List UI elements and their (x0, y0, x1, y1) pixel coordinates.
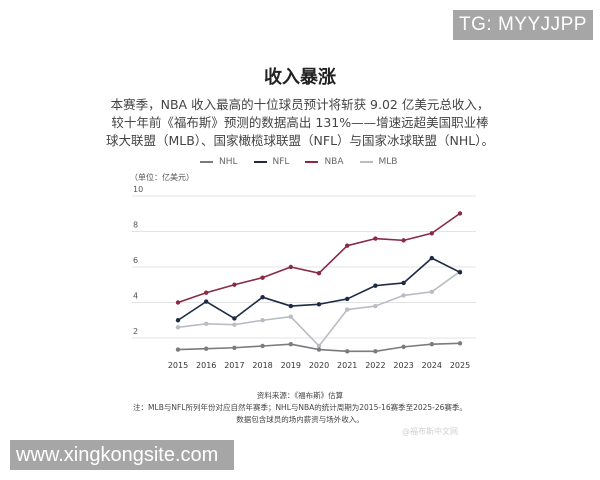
y-tick-label: 2 (133, 327, 138, 336)
data-point-nfl (457, 270, 463, 275)
data-point-nhl (288, 342, 293, 347)
data-point-nfl (316, 302, 322, 307)
series-line-nba (177, 212, 461, 304)
data-point-nfl (288, 303, 293, 309)
data-point-nfl (260, 294, 265, 300)
data-point-nfl (175, 318, 181, 323)
legend-swatch-icon (253, 161, 267, 163)
legend-label: NBA (324, 157, 344, 167)
x-tick-label: 2025 (450, 361, 470, 370)
data-point-mlb (175, 325, 181, 330)
data-point-nba (401, 238, 406, 243)
data-point-mlb (288, 314, 293, 319)
series-line-mlb (177, 270, 461, 347)
lead-line: 较十年前《福布斯》预测的数据高出 131%——增速远超美国职业棒 (111, 115, 489, 130)
x-tick-label: 2017 (224, 361, 244, 370)
x-tick-label: 2019 (281, 361, 301, 370)
legend-label: MLB (378, 157, 398, 167)
data-point-nhl (429, 342, 434, 347)
weibo-watermark: @福布斯中文网 (402, 427, 458, 436)
x-tick-label: 2021 (337, 361, 357, 370)
legend-label: NHL (219, 157, 238, 167)
lead-line: 球大联盟（MLB）、国家橄榄球联盟（NFL）与国家冰球联盟（NHL）。 (105, 133, 495, 148)
data-point-nba (260, 275, 265, 280)
data-point-mlb (429, 289, 434, 295)
data-point-nba (457, 211, 463, 216)
data-point-nhl (232, 345, 237, 350)
data-point-nhl (204, 346, 209, 351)
legend-swatch-icon (305, 161, 319, 163)
y-tick-label: 6 (133, 256, 138, 265)
tg-watermark-banner: TG: MYYJJPP (453, 10, 593, 40)
x-tick-label: 2022 (365, 361, 385, 370)
y-tick-label: 10 (133, 185, 143, 194)
y-tick-label: 4 (133, 292, 138, 301)
data-point-nfl (401, 280, 406, 286)
data-point-nfl (232, 316, 237, 321)
legend-label: NFL (272, 157, 290, 167)
data-point-nfl (345, 296, 350, 302)
footnote-2: 数据包含球员的场内薪资与场外收入。 (236, 415, 364, 424)
data-point-mlb (204, 321, 209, 326)
data-point-nhl (401, 344, 406, 350)
x-tick-label: 2020 (309, 361, 329, 370)
x-tick-label: 2015 (168, 361, 188, 370)
y-tick-label: 8 (133, 221, 138, 230)
data-point-nfl (373, 283, 378, 288)
x-tick-label: 2023 (393, 361, 413, 370)
footnote: 注：MLB与NFL所列年份对应自然年赛季；NHL与NBA的统计周期为2015-1… (133, 403, 467, 412)
lead-line: 本赛季，NBA 收入最高的十位球员预计将斩获 9.02 亿美元总收入， (110, 97, 490, 112)
data-point-mlb (260, 318, 265, 323)
legend-swatch-icon (200, 161, 213, 163)
data-point-nhl (175, 347, 181, 352)
data-point-nba (373, 236, 378, 241)
data-point-mlb (316, 343, 322, 349)
x-tick-label: 2016 (196, 361, 216, 370)
y-axis-unit-label: （单位：亿美元） (130, 173, 194, 182)
data-point-nba (345, 243, 350, 248)
legend-item-nfl: NFL (253, 157, 290, 167)
x-tick-label: 2024 (422, 361, 442, 370)
chart-title: 收入暴涨 (264, 67, 336, 88)
data-point-nhl (457, 341, 463, 346)
legend-item-nhl: NHL (200, 157, 238, 167)
data-point-mlb (401, 293, 406, 298)
x-tick-label: 2018 (252, 361, 272, 370)
chart-footer: 资料来源：《福布斯》估算 注：MLB与NFL所列年份对应自然年赛季；NHL与NB… (0, 390, 600, 426)
data-point-nba (288, 264, 293, 270)
data-point-nba (204, 290, 209, 295)
data-point-mlb (345, 307, 350, 312)
data-point-nhl (260, 343, 265, 349)
data-point-nba (232, 282, 237, 287)
legend-item-nba: NBA (305, 157, 344, 167)
data-point-nhl (345, 349, 350, 354)
source-note: 资料来源：《福布斯》估算 (256, 391, 344, 400)
data-point-mlb (232, 322, 237, 327)
lead-paragraph: 本赛季，NBA 收入最高的十位球员预计将斩获 9.02 亿美元总收入， 较十年前… (100, 96, 500, 150)
data-point-nba (429, 231, 434, 236)
data-point-nba (175, 300, 181, 305)
data-point-nba (316, 271, 322, 276)
data-point-nfl (204, 299, 209, 304)
legend-swatch-icon (359, 161, 373, 163)
chart-legend: NHL NFL NBA MLB (200, 155, 414, 169)
site-watermark-banner: www.xingkongsite.com (10, 440, 234, 470)
data-point-nfl (429, 255, 434, 261)
data-point-nhl (373, 349, 378, 354)
data-point-mlb (373, 303, 378, 309)
legend-item-mlb: MLB (359, 157, 398, 167)
data-point-nhl (316, 347, 322, 352)
